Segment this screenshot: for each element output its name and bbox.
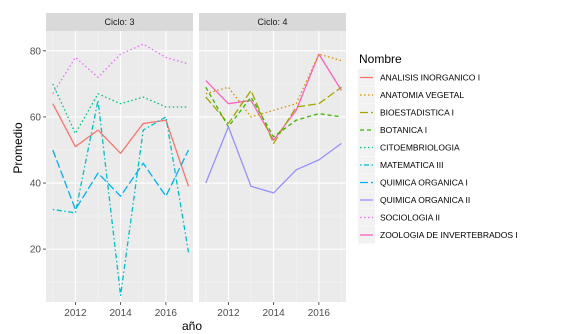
panel-background xyxy=(46,31,193,302)
series-line-citoembriologia xyxy=(52,83,189,135)
legend-label: QUIMICA ORGANICA II xyxy=(380,195,470,205)
legend-item-zoologia-de-invertebrados-i: ZOOLOGIA DE INVERTEBRADOS I xyxy=(358,226,518,244)
series-line-sociologia-ii xyxy=(52,43,189,95)
y-tick-label: 60 xyxy=(30,112,42,123)
x-axis: 2012 2014 2016 2012 2014 2016 xyxy=(64,302,330,319)
y-tick-label: 80 xyxy=(30,46,42,57)
x-tick-label: 2012 xyxy=(64,308,87,319)
panel-background xyxy=(199,31,346,302)
facet-strip-label: Ciclo: 3 xyxy=(104,17,134,27)
x-tick-label: 2014 xyxy=(110,308,133,319)
facet-panels: Ciclo: 3 Ciclo: 4 xyxy=(46,13,346,302)
legend-label: ANALISIS INORGANICO I xyxy=(380,73,480,83)
legend-label: BIOESTADISTICA I xyxy=(380,108,454,118)
series-line-quimica-organica-i xyxy=(52,149,190,211)
legend-key xyxy=(358,209,375,226)
legend-item-analisis-inorganico-i: ANALISIS INORGANICO I xyxy=(358,69,480,86)
x-tick-label: 2014 xyxy=(263,308,286,319)
series-line-zoologia-de-invertebrados-i xyxy=(205,53,343,141)
legend: Nombre ANALISIS INORGANICO I ANATOMIA VEG… xyxy=(358,52,518,244)
legend-label: SOCIOLOGIA II xyxy=(380,213,440,223)
y-axis: 20 40 60 80 xyxy=(30,46,46,256)
legend-label: MATEMATICA III xyxy=(380,160,443,170)
x-tick-label: 2012 xyxy=(217,308,240,319)
legend-item-citoembriologia: CITOEMBRIOLOGIA xyxy=(358,139,460,156)
legend-item-bioestadistica-i: BIOESTADISTICA I xyxy=(358,104,454,121)
facet-strip xyxy=(46,13,193,31)
series-line-bioestadistica-i xyxy=(205,86,342,145)
x-axis-title: año xyxy=(182,319,202,333)
y-tick-label: 20 xyxy=(30,245,42,256)
legend-key xyxy=(358,121,375,139)
series-line-matematica-iii xyxy=(52,99,190,297)
x-tick-label: 2016 xyxy=(155,308,178,319)
legend-label: QUIMICA ORGANICA I xyxy=(380,178,468,188)
legend-key xyxy=(358,86,375,104)
legend-item-anatomia-vegetal: ANATOMIA VEGETAL xyxy=(358,86,464,104)
legend-label: CITOEMBRIOLOGIA xyxy=(380,143,460,153)
legend-label: ZOOLOGIA DE INVERTEBRADOS I xyxy=(380,230,518,240)
legend-item-quimica-organica-ii: QUIMICA ORGANICA II xyxy=(358,191,470,209)
legend-item-quimica-organica-i: QUIMICA ORGANICA I xyxy=(358,174,468,191)
legend-key xyxy=(358,139,375,156)
facet-panel-2: Ciclo: 4 xyxy=(199,13,346,302)
facet-strip-label: Ciclo: 4 xyxy=(257,17,287,27)
legend-item-botanica-i: BOTANICA I xyxy=(358,121,427,139)
y-axis-title: Promedio xyxy=(11,122,25,174)
y-tick-label: 40 xyxy=(30,179,42,190)
legend-label: BOTANICA I xyxy=(380,125,427,135)
legend-label: ANATOMIA VEGETAL xyxy=(380,90,464,100)
x-tick-label: 2016 xyxy=(308,308,331,319)
facet-panel-1: Ciclo: 3 xyxy=(46,13,193,302)
legend-item-sociologia-ii: SOCIOLOGIA II xyxy=(358,209,440,226)
series-line-quimica-organica-ii xyxy=(205,126,342,194)
legend-title: Nombre xyxy=(359,52,402,66)
legend-item-matematica-iii: MATEMATICA III xyxy=(358,156,443,174)
facet-strip xyxy=(199,13,346,31)
series-line-anatomia-vegetal xyxy=(205,53,342,118)
